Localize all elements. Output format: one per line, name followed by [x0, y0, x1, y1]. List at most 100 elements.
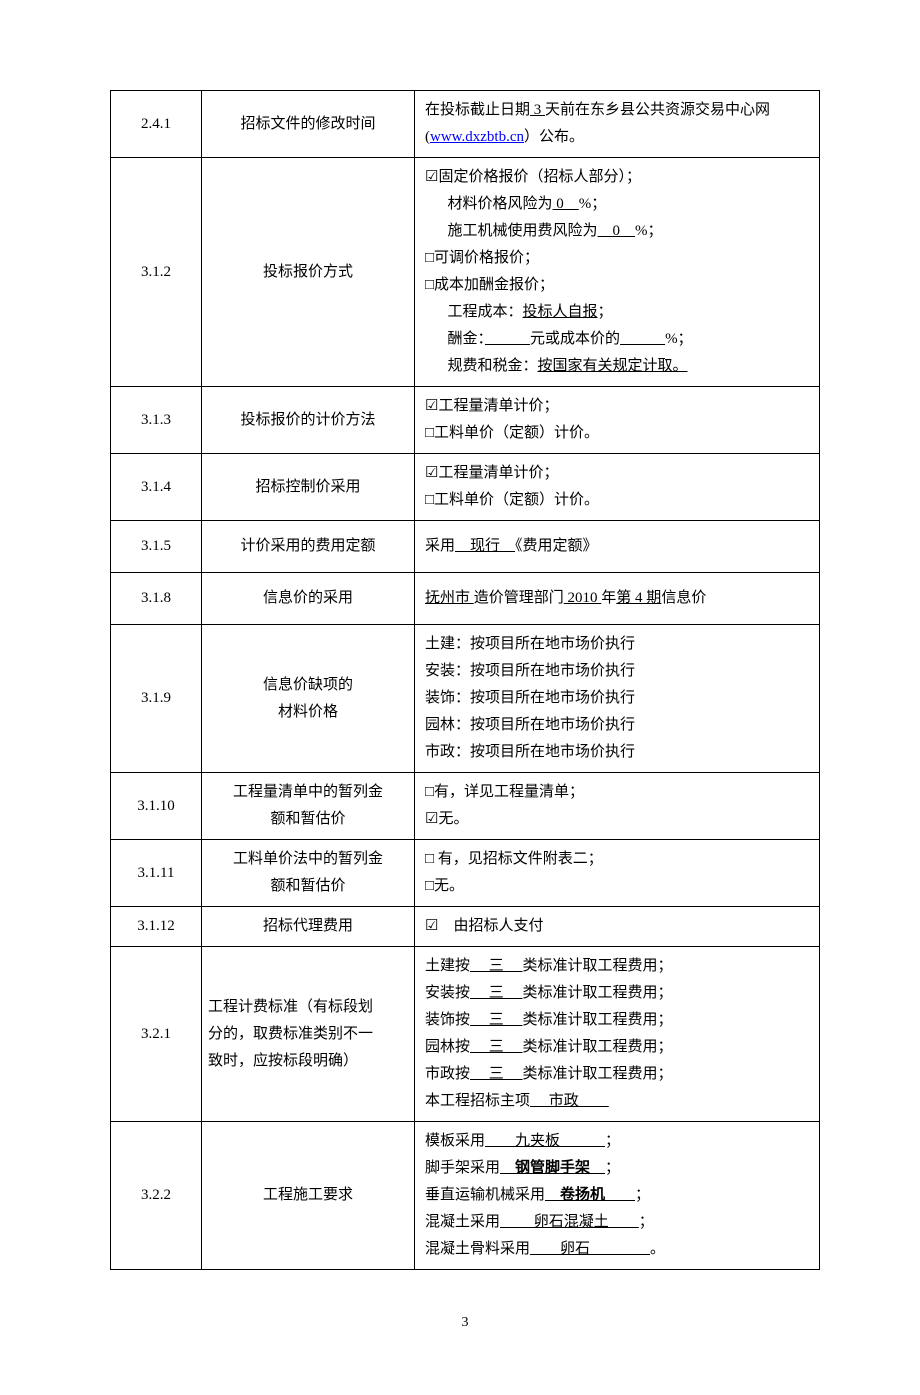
underline-blank [485, 331, 530, 347]
text-line: 垂直运输机械采用 卷扬机 ； [425, 1182, 811, 1209]
text: 造价管理部门 [474, 590, 564, 606]
row-number: 3.2.2 [111, 1122, 202, 1270]
text: ； [639, 1214, 654, 1230]
text-line: □有，详见工程量清单； [425, 779, 811, 806]
text-line: 装饰按 三 类标准计取工程费用； [425, 1007, 811, 1034]
text-line: 市政按 三 类标准计取工程费用； [425, 1061, 811, 1088]
row-number: 3.1.10 [111, 773, 202, 840]
underline-value: 0 [553, 196, 579, 212]
row-title: 工料单价法中的暂列金 额和暂估价 [202, 840, 415, 907]
text: 园林按 [425, 1039, 470, 1055]
text-line: 安装按 三 类标准计取工程费用； [425, 980, 811, 1007]
text: 模板采用 [425, 1133, 485, 1149]
text: 本工程招标主项 [425, 1093, 530, 1109]
text-line: 模板采用 九夹板 ； [425, 1128, 811, 1155]
row-content: 土建：按项目所在地市场价执行 安装：按项目所在地市场价执行 装饰：按项目所在地市… [415, 625, 820, 773]
row-content: 模板采用 九夹板 ； 脚手架采用 钢管脚手架 ； 垂直运输机械采用 卷扬机 ； … [415, 1122, 820, 1270]
text: 信息价 [661, 590, 706, 606]
table-row: 3.1.11 工料单价法中的暂列金 额和暂估价 □ 有，见招标文件附表二； □无… [111, 840, 820, 907]
underline-value: 三 [470, 1012, 523, 1028]
row-title: 招标代理费用 [202, 907, 415, 947]
text: 酬金： [448, 331, 486, 347]
text: 土建按 [425, 958, 470, 974]
table-row: 3.1.5 计价采用的费用定额 采用 现行 《费用定额》 [111, 521, 820, 573]
underline-value: 卵石 [530, 1241, 650, 1257]
row-title: 信息价缺项的 材料价格 [202, 625, 415, 773]
text: 类标准计取工程费用； [523, 1012, 673, 1028]
row-number: 3.1.8 [111, 573, 202, 625]
text-line: 工程成本：投标人自报； [425, 299, 811, 326]
row-title: 工程计费标准（有标段划 分的，取费标准类别不一 致时，应按标段明确） [202, 947, 415, 1122]
text: ； [598, 304, 613, 320]
text: ； [605, 1133, 620, 1149]
text: 《费用定额》 [515, 538, 598, 554]
row-title: 工程量清单中的暂列金 额和暂估价 [202, 773, 415, 840]
row-title: 投标报价方式 [202, 158, 415, 387]
table-row: 3.1.10 工程量清单中的暂列金 额和暂估价 □有，详见工程量清单； ☑无。 [111, 773, 820, 840]
text: 规费和税金： [448, 358, 538, 374]
row-number: 3.1.9 [111, 625, 202, 773]
text: 工程成本： [448, 304, 523, 320]
text: 在投标截止日期 [425, 102, 530, 118]
row-number: 3.1.11 [111, 840, 202, 907]
text-line: 土建按 三 类标准计取工程费用； [425, 953, 811, 980]
row-content: 土建按 三 类标准计取工程费用； 安装按 三 类标准计取工程费用； 装饰按 三 … [415, 947, 820, 1122]
text-line: 装饰：按项目所在地市场价执行 [425, 685, 811, 712]
text-line: 安装：按项目所在地市场价执行 [425, 658, 811, 685]
text: 市政按 [425, 1066, 470, 1082]
underline-value: 第 4 期 [616, 590, 661, 606]
table-row: 2.4.1 招标文件的修改时间 在投标截止日期 3 天前在东乡县公共资源交易中心… [111, 91, 820, 158]
underline-value: 现行 [455, 538, 515, 554]
row-content: 采用 现行 《费用定额》 [415, 521, 820, 573]
table-row: 3.1.4 招标控制价采用 ☑工程量清单计价； □工料单价（定额）计价。 [111, 454, 820, 521]
text-line: □工料单价（定额）计价。 [425, 487, 811, 514]
row-content: ☑工程量清单计价； □工料单价（定额）计价。 [415, 454, 820, 521]
row-number: 3.1.12 [111, 907, 202, 947]
text-line: 园林按 三 类标准计取工程费用； [425, 1034, 811, 1061]
row-number: 3.2.1 [111, 947, 202, 1122]
underline-value: 卵石混凝土 [500, 1214, 639, 1230]
underline-value: 三 [470, 985, 523, 1001]
row-number: 3.1.2 [111, 158, 202, 387]
text-line: ☑工程量清单计价； [425, 393, 811, 420]
text: 安装按 [425, 985, 470, 1001]
underline-value: 卷扬机 [545, 1187, 635, 1203]
underline-value: 市政 [530, 1093, 609, 1109]
text: 混凝土采用 [425, 1214, 500, 1230]
text-line: 施工机械使用费风险为 0 %； [425, 218, 811, 245]
document-page: 2.4.1 招标文件的修改时间 在投标截止日期 3 天前在东乡县公共资源交易中心… [0, 0, 920, 1395]
text: 。 [650, 1241, 665, 1257]
underline-value: 三 [470, 1039, 523, 1055]
text-line: 脚手架采用 钢管脚手架 ； [425, 1155, 811, 1182]
row-content: 在投标截止日期 3 天前在东乡县公共资源交易中心网(www.dxzbtb.cn）… [415, 91, 820, 158]
row-number: 3.1.4 [111, 454, 202, 521]
text-line: □无。 [425, 873, 811, 900]
underline-value: 三 [470, 958, 523, 974]
underline-value: 2010 [564, 590, 602, 606]
underline-value: 抚州市 [425, 590, 474, 606]
text: 混凝土骨料采用 [425, 1241, 530, 1257]
row-content: □ 有，见招标文件附表二； □无。 [415, 840, 820, 907]
underline-value: 三 [470, 1066, 523, 1082]
row-title: 投标报价的计价方法 [202, 387, 415, 454]
row-title: 招标文件的修改时间 [202, 91, 415, 158]
table-row: 3.1.3 投标报价的计价方法 ☑工程量清单计价； □工料单价（定额）计价。 [111, 387, 820, 454]
row-title: 招标控制价采用 [202, 454, 415, 521]
underline-value: 0 [598, 223, 636, 239]
text-line: 本工程招标主项 市政 [425, 1088, 811, 1115]
underline-value: 按国家有关规定计取。 [538, 358, 688, 374]
text-line: 园林：按项目所在地市场价执行 [425, 712, 811, 739]
text-line: 混凝土采用 卵石混凝土 ； [425, 1209, 811, 1236]
text: %； [635, 223, 663, 239]
link-url[interactable]: www.dxzbtb.cn [430, 129, 524, 145]
text-line: □ 有，见招标文件附表二； [425, 846, 811, 873]
table-row: 3.2.2 工程施工要求 模板采用 九夹板 ； 脚手架采用 钢管脚手架 ； 垂直… [111, 1122, 820, 1270]
text: 类标准计取工程费用； [523, 1039, 673, 1055]
table-row: 3.2.1 工程计费标准（有标段划 分的，取费标准类别不一 致时，应按标段明确）… [111, 947, 820, 1122]
text-line: □工料单价（定额）计价。 [425, 420, 811, 447]
text: ）公布。 [524, 129, 584, 145]
text: %； [665, 331, 693, 347]
text: 垂直运输机械采用 [425, 1187, 545, 1203]
text: 类标准计取工程费用； [523, 958, 673, 974]
row-title: 工程施工要求 [202, 1122, 415, 1270]
